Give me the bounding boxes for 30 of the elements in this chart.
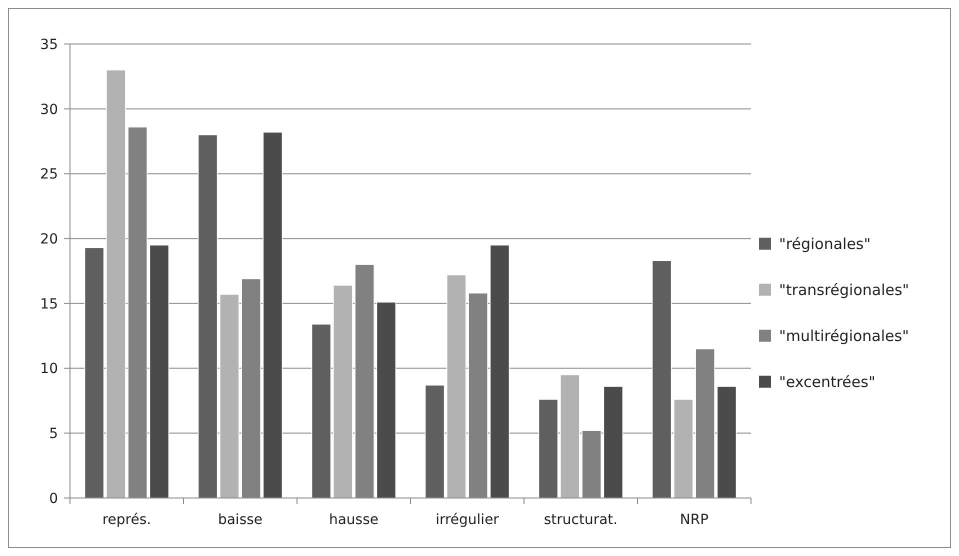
bar bbox=[538, 399, 558, 498]
x-tick-label: baisse bbox=[218, 512, 263, 528]
bar bbox=[424, 384, 445, 498]
bar bbox=[652, 260, 672, 498]
legend-label: "excentrées" bbox=[779, 373, 876, 392]
legend-label: "transrégionales" bbox=[779, 281, 910, 300]
x-tick-label: NRP bbox=[680, 512, 709, 528]
x-tick-label: irrégulier bbox=[436, 512, 500, 528]
bar bbox=[84, 247, 104, 498]
x-tick-label: représ. bbox=[102, 512, 152, 528]
y-tick-label: 15 bbox=[40, 296, 58, 312]
y-tick-label: 20 bbox=[40, 231, 58, 248]
y-tick-label: 35 bbox=[40, 36, 58, 53]
bar bbox=[716, 386, 737, 498]
bar bbox=[149, 244, 170, 498]
legend-label: "multirégionales" bbox=[779, 327, 909, 346]
y-tick-label: 10 bbox=[40, 361, 58, 378]
legend-label: "régionales" bbox=[779, 235, 871, 254]
bar bbox=[603, 386, 624, 498]
x-tick-label: hausse bbox=[328, 512, 379, 528]
y-tick-label: 25 bbox=[40, 166, 58, 183]
bar bbox=[198, 134, 218, 498]
y-tick-label: 0 bbox=[49, 490, 58, 507]
bar bbox=[376, 302, 396, 498]
bar bbox=[311, 324, 332, 498]
x-tick-label: structurat. bbox=[544, 512, 618, 528]
bar bbox=[490, 244, 510, 498]
bar bbox=[262, 132, 283, 498]
y-tick-label: 30 bbox=[40, 102, 58, 118]
y-tick-label: 5 bbox=[49, 426, 58, 442]
